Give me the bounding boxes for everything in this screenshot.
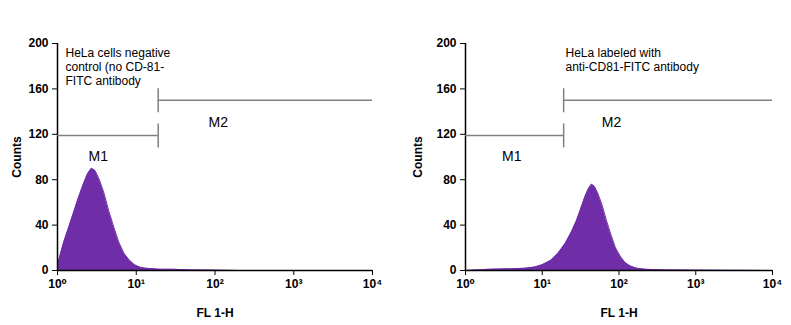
svg-text:80: 80 [35, 173, 49, 187]
svg-text:0: 0 [42, 263, 49, 277]
svg-text:200: 200 [28, 36, 48, 50]
svg-text:10¹: 10¹ [128, 277, 145, 291]
svg-text:FL 1-H: FL 1-H [196, 306, 233, 320]
svg-text:Counts: Counts [411, 136, 425, 178]
svg-text:10²: 10² [206, 277, 223, 291]
svg-text:M2: M2 [209, 114, 229, 130]
svg-text:M1: M1 [89, 148, 109, 164]
svg-text:M2: M2 [602, 114, 622, 130]
svg-text:10⁰: 10⁰ [456, 277, 475, 291]
svg-text:Counts: Counts [10, 136, 24, 178]
svg-text:40: 40 [35, 218, 49, 232]
svg-text:10⁴: 10⁴ [363, 277, 382, 291]
svg-text:10¹: 10¹ [534, 277, 551, 291]
svg-text:200: 200 [436, 36, 456, 50]
svg-text:10⁴: 10⁴ [763, 277, 782, 291]
svg-text:120: 120 [436, 127, 456, 141]
svg-text:HeLa labeled withanti-CD81-FIT: HeLa labeled withanti-CD81-FITC antibody [566, 46, 699, 74]
svg-text:FL 1-H: FL 1-H [600, 306, 637, 320]
svg-text:10³: 10³ [687, 277, 704, 291]
svg-text:0: 0 [450, 263, 457, 277]
svg-text:40: 40 [443, 218, 457, 232]
svg-text:10³: 10³ [285, 277, 302, 291]
svg-text:160: 160 [436, 82, 456, 96]
svg-text:10⁰: 10⁰ [48, 277, 67, 291]
svg-text:10²: 10² [610, 277, 627, 291]
svg-text:80: 80 [443, 173, 457, 187]
svg-text:HeLa cells negativecontrol (no: HeLa cells negativecontrol (no CD-81-FIT… [66, 46, 171, 88]
svg-text:160: 160 [28, 82, 48, 96]
svg-text:120: 120 [28, 127, 48, 141]
svg-text:M1: M1 [502, 148, 522, 164]
